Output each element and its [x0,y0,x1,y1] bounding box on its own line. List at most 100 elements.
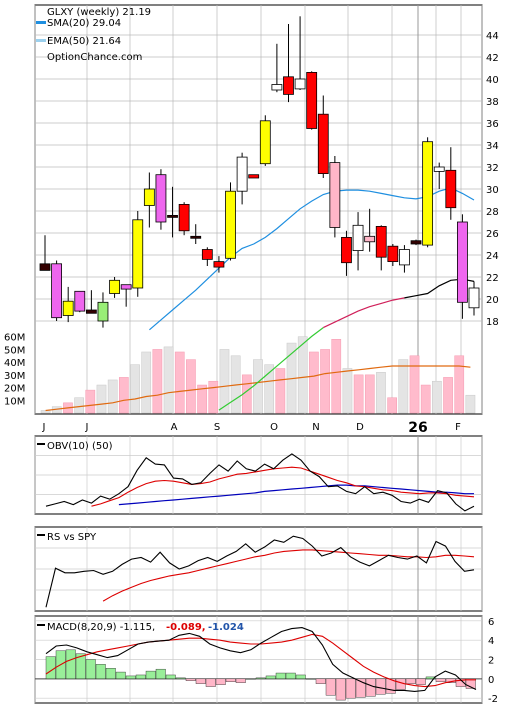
candle-body [120,284,132,290]
candle-body [62,300,74,316]
macd-tick-label: 2 [488,656,494,667]
candle-body [457,221,468,303]
price-tick-label: 32 [486,163,499,174]
candle-body [387,245,399,262]
obv-legend-swatch [37,443,45,445]
macd-histogram-bar [145,670,156,680]
candle-body [155,174,167,223]
volume-bar [398,359,409,414]
candle-body [317,113,329,174]
candle-body [445,169,457,209]
candle-body [329,162,341,228]
macd-histogram-bar [205,678,216,687]
macd-histogram-bar [75,653,86,680]
macd-histogram-bar [305,678,316,680]
obv-line [45,453,475,512]
volume-bar [331,339,342,414]
rs-gridlines [34,527,483,611]
macd-histogram-bar [415,678,426,685]
volume-bar [320,349,330,414]
macd-legend-swatch [37,624,45,626]
long-ma-green-line [218,327,324,411]
candle-body [399,249,410,266]
candle-body [236,156,248,192]
macd-histogram-bar [85,659,96,680]
rs-legend-swatch [37,534,45,536]
time-axis-label: O [270,422,278,433]
price-tick-label: 42 [486,53,499,64]
volume-bar [163,346,174,414]
volume-bar [107,379,118,414]
volume-bar [197,384,207,414]
volume-tick-label: 60M [4,333,25,344]
candle-body [468,287,480,309]
macd-histogram-bar [125,675,136,680]
time-axis-label: F [455,422,461,433]
volume-bar [420,384,431,414]
candle-body [375,225,387,258]
candle-body [213,261,225,268]
volume-tick-label: 10M [4,396,25,407]
volume-bar [208,380,219,414]
time-axis-label: S [214,422,220,433]
volume-bar [454,355,465,414]
volume-bar [465,394,476,414]
macd-histogram-bar [235,678,246,683]
macd-tick-label: 0 [488,675,494,686]
volume-bar [275,368,286,414]
price-tick-label: 34 [486,141,499,152]
candle-body [306,72,318,129]
candle-body [283,76,294,95]
volume-tick-label: 20M [4,384,25,395]
volume-bar [342,368,353,414]
volume-bar [141,351,152,414]
price-axis: 18 20 22 24 26 28 30 32 34 36 38 40 42 44 [486,31,499,328]
macd-histogram-bar [385,678,396,694]
macd-histogram-bar [135,674,146,680]
obv-legend: OBV(10) (50) [47,441,113,452]
volume-bar [74,397,84,414]
macd-histogram [45,649,476,701]
time-axis-label: J [85,422,89,433]
macd-histogram-bar [435,678,446,682]
macd-histogram-bar [175,677,186,680]
volume-bar [130,364,140,414]
macd-histogram-bar [165,674,176,680]
macd-histogram-bar [245,678,256,680]
obv-long-ma-line [118,484,474,506]
candle-body [259,120,271,165]
macd-histogram-bar [225,678,236,682]
price-tick-label: 28 [486,207,499,218]
sma20-line [149,187,475,331]
macd-histogram-bar [355,678,366,698]
obv-lines [45,453,475,512]
time-axis-label: J [42,422,46,433]
macd-tick-label: 6 [488,617,494,628]
obv-gridlines [34,436,483,514]
time-axis-label: A [171,422,178,433]
macd-histogram-bar [215,678,226,685]
candle-body [248,174,260,179]
candle-body [51,263,62,319]
macd-lines [45,627,477,692]
rs-lines [45,535,475,608]
volume-bar [409,355,420,414]
macd-histogram-bar [155,668,166,680]
time-axis-label: D [356,422,364,433]
price-tick-label: 30 [486,185,499,196]
candle-body [178,203,190,232]
rs-ma-line [102,549,475,602]
sma-legend-label: SMA(20) 29.04 [47,18,121,29]
macd-histogram-bar [195,678,206,684]
price-tick-label: 36 [486,119,499,130]
candle-body [85,309,97,314]
macd-histogram-bar [325,678,336,696]
price-tick-label: 38 [486,97,499,108]
time-axis: J J A S O N D 26 F [42,420,462,436]
candle-body [97,301,109,322]
macd-histogram-bar [465,678,476,689]
macd-histogram-bar [105,668,116,680]
candle-body [74,290,86,312]
